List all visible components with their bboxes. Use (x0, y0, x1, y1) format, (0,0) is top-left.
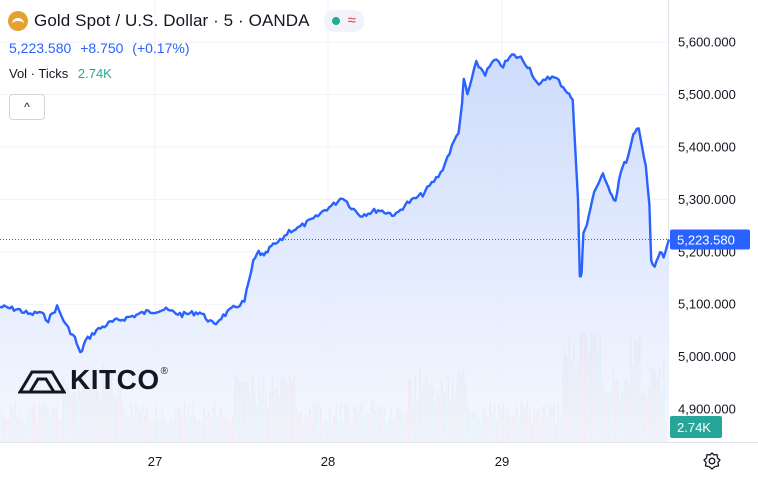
collapse-legend-button[interactable]: ^ (9, 94, 45, 120)
price-line (0, 53, 671, 354)
y-tick-label: 4,900.000 (678, 402, 736, 417)
x-tick-label: 27 (148, 454, 162, 469)
legend-header: Gold Spot / U.S. Dollar · 5 · OANDA ≈ (8, 10, 364, 32)
gold-symbol-icon (8, 11, 28, 31)
volume-value: 2.74K (77, 66, 112, 81)
price-axis[interactable]: 5,600.0005,500.0005,400.0005,300.0005,20… (678, 35, 736, 417)
volume-legend[interactable]: Vol · Ticks 2.74K (9, 66, 112, 81)
price-legend: 5,223.580 +8.750 (+0.17%) (9, 40, 195, 56)
y-tick-label: 5,400.000 (678, 140, 736, 155)
data-delay-icon: ≈ (347, 12, 356, 29)
market-open-icon (331, 17, 340, 25)
y-tick-label: 5,500.000 (678, 87, 736, 102)
price-area-fill (0, 54, 669, 442)
kitco-logo: KITCO ® (18, 364, 168, 396)
kitco-emblem-icon (18, 370, 66, 394)
volume-label: Vol · Ticks (9, 66, 69, 81)
y-tick-label: 5,300.000 (678, 192, 736, 207)
x-tick-label: 29 (495, 454, 509, 469)
y-tick-label: 5,600.000 (678, 35, 736, 50)
price-change: +8.750 (80, 40, 124, 56)
gear-icon[interactable] (703, 452, 721, 470)
price-change-pct: (+0.17%) (132, 40, 190, 56)
y-tick-label: 5,100.000 (678, 297, 736, 312)
x-tick-label: 28 (321, 454, 335, 469)
last-price-badge-text: 5,223.580 (677, 232, 735, 247)
chevron-up-icon: ^ (24, 100, 30, 114)
last-price-value: 5,223.580 (9, 40, 72, 56)
volume-badge: 2.74K (670, 416, 722, 438)
symbol-title[interactable]: Gold Spot / U.S. Dollar · 5 · OANDA (34, 11, 310, 30)
market-status[interactable]: ≈ (323, 10, 364, 32)
volume-badge-text: 2.74K (677, 420, 711, 435)
kitco-logo-text: KITCO (70, 364, 160, 395)
y-tick-label: 5,000.000 (678, 349, 736, 364)
last-price-badge: 5,223.580 (670, 229, 750, 250)
registered-mark: ® (160, 366, 168, 377)
time-axis[interactable]: 27 28 29 (148, 454, 509, 469)
